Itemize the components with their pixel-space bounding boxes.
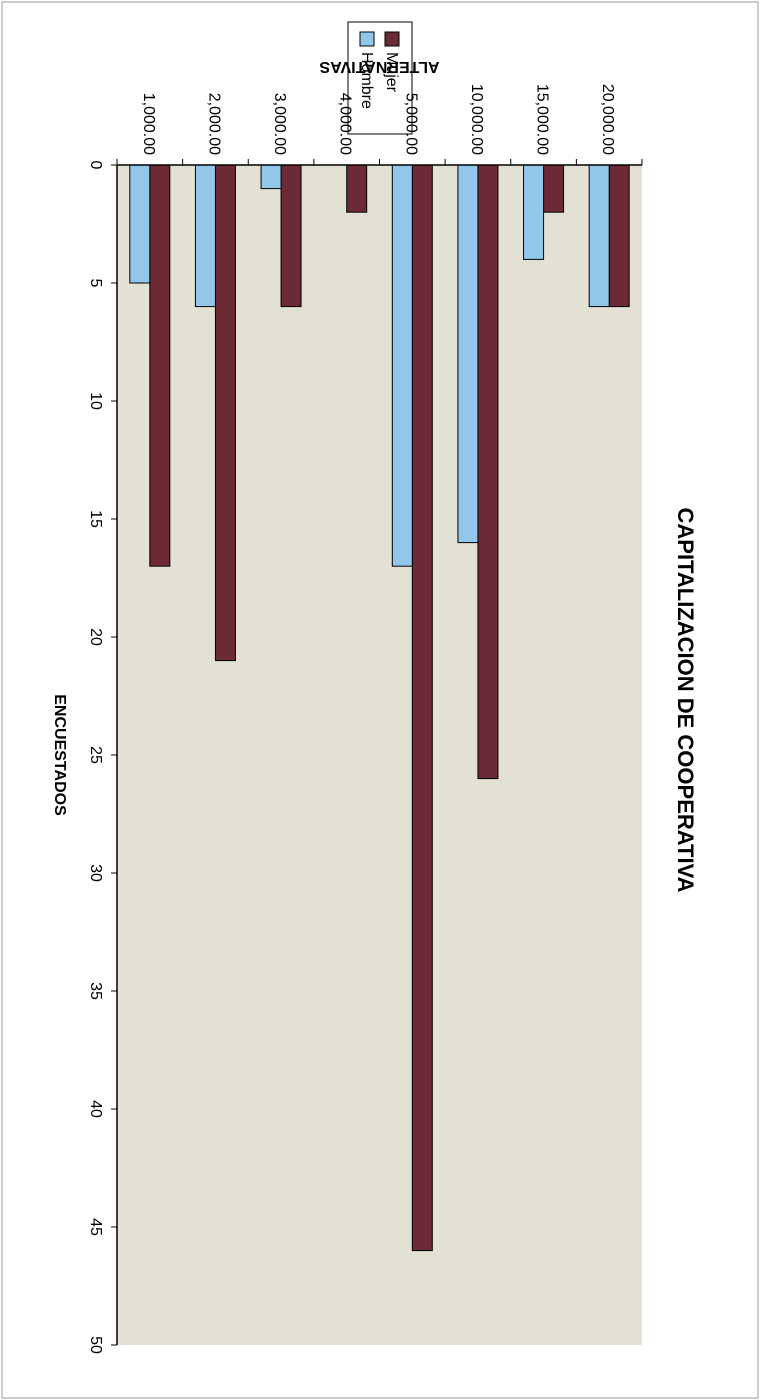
bar-mujer-4	[346, 164, 368, 213]
bar-mujer-3	[411, 164, 433, 1252]
value-tick-label: 25	[87, 746, 104, 764]
legend-label-hombre: Hombre	[358, 52, 375, 109]
legend-swatch-hombre	[359, 31, 375, 47]
chart-title: CAPITALIZACION DE COOPERATIVA	[673, 508, 698, 893]
value-tick-label: 15	[87, 510, 104, 528]
category-label: 15,000.00	[534, 84, 551, 155]
value-tick-label: 10	[87, 392, 104, 410]
bar-mujer-6	[214, 164, 236, 662]
bar-mujer-1	[543, 164, 565, 213]
bars-layer	[129, 164, 630, 1252]
value-tick-label: 20	[87, 628, 104, 646]
bar-hombre-6	[194, 164, 216, 308]
value-tick-label: 30	[87, 864, 104, 882]
chart-rotated: CAPITALIZACION DE COOPERATIVA Mujer Homb…	[51, 21, 698, 1354]
category-label: 10,000.00	[468, 84, 485, 155]
category-label: 4,000.00	[337, 93, 354, 155]
category-label: 1,000.00	[140, 93, 157, 155]
bar-hombre-0	[588, 164, 610, 308]
bar-mujer-2	[477, 164, 499, 780]
value-tick-label: 0	[87, 161, 104, 170]
bar-mujer-7	[149, 164, 171, 567]
category-label: 2,000.00	[205, 93, 222, 155]
bar-hombre-5	[260, 164, 282, 190]
category-label: 5,000.00	[402, 93, 419, 155]
y-axis-title: ALTERNATIVAS	[319, 58, 439, 75]
value-tick-label: 5	[87, 279, 104, 288]
bar-mujer-5	[280, 164, 302, 308]
axes-layer: 20,000.00 15,000.00 10,000.00 5,000.00 4,000…	[87, 84, 643, 1354]
legend-box	[347, 21, 413, 135]
bar-mujer-0	[608, 164, 630, 308]
category-label: 3,000.00	[271, 93, 288, 155]
value-tick-label: 50	[87, 1336, 104, 1354]
legend-label-mujer: Mujer	[383, 52, 400, 93]
legend-swatch-mujer	[384, 31, 400, 47]
value-tick-label: 45	[87, 1218, 104, 1236]
legend: Mujer Hombre	[347, 21, 413, 135]
bar-hombre-2	[457, 164, 479, 544]
value-tick-label: 35	[87, 982, 104, 1000]
bar-hombre-1	[523, 164, 545, 260]
x-axis-title: ENCUESTADOS	[51, 694, 68, 816]
value-tick-label: 40	[87, 1100, 104, 1118]
bar-hombre-3	[391, 164, 413, 567]
bar-hombre-7	[129, 164, 151, 284]
plot-area	[117, 165, 642, 1345]
category-label: 20,000.00	[599, 84, 616, 155]
